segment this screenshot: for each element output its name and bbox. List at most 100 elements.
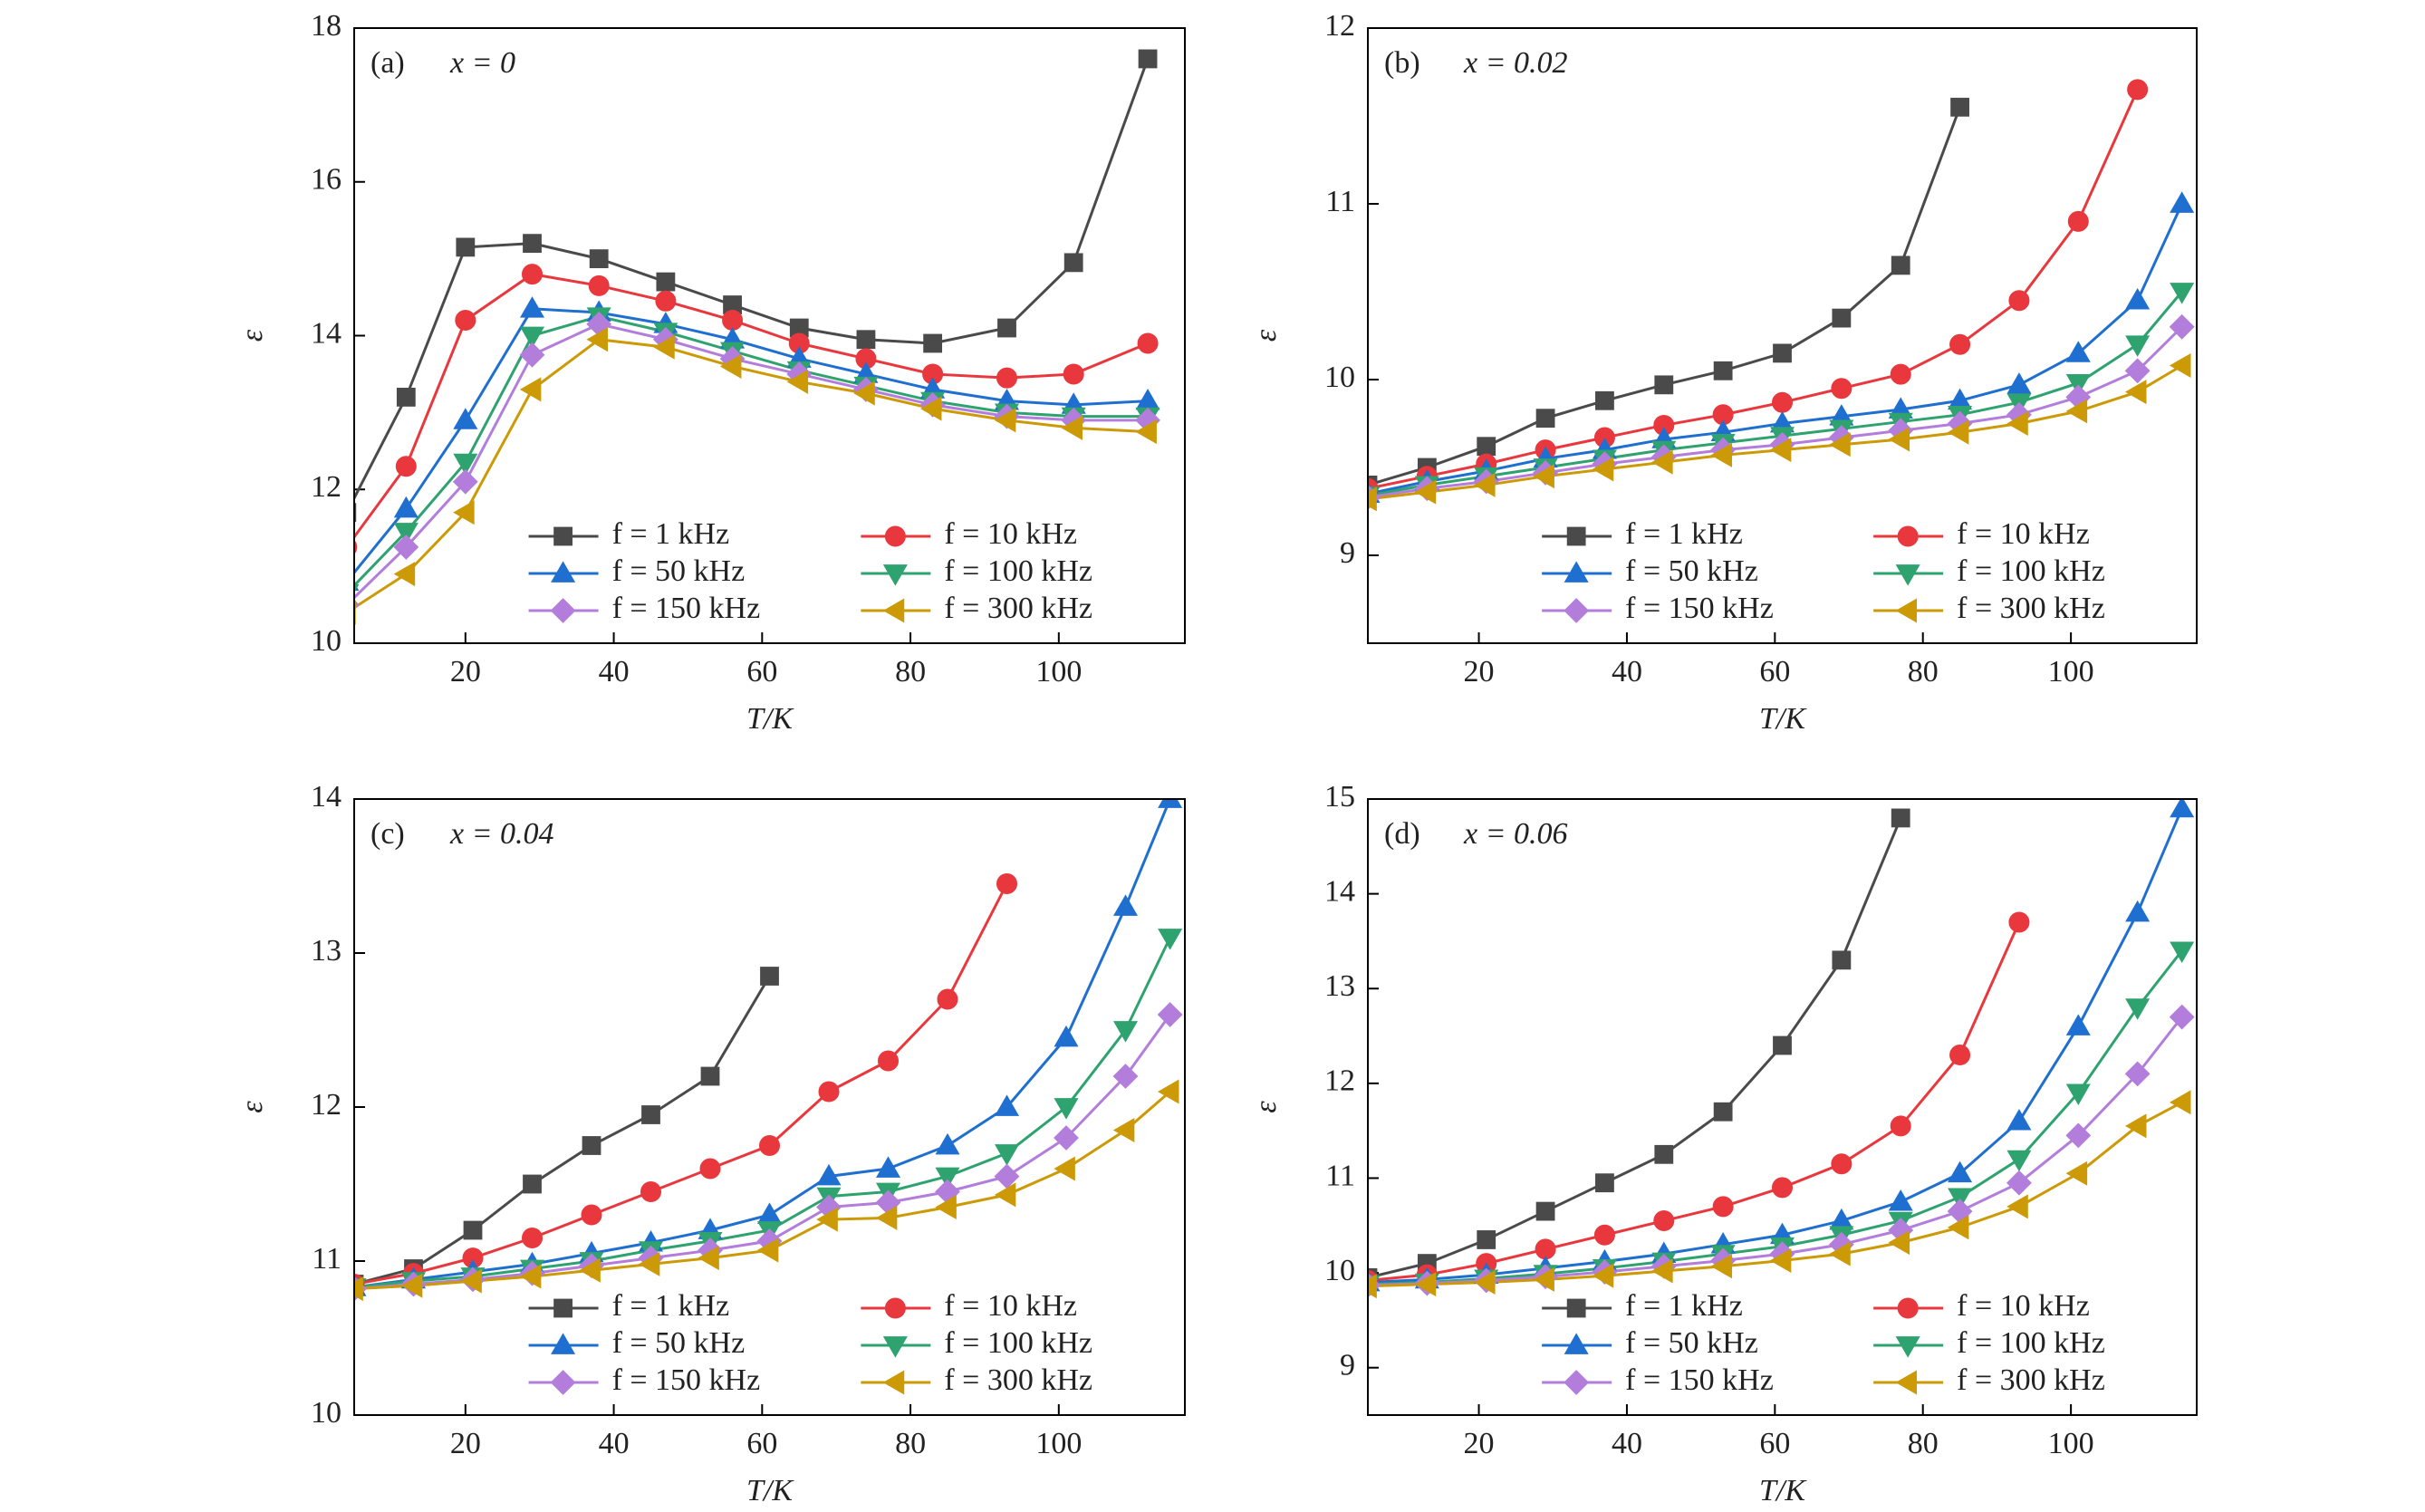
marker	[698, 1246, 719, 1271]
marker	[1112, 894, 1139, 916]
marker	[760, 967, 779, 986]
marker	[1772, 1177, 1793, 1199]
series-line	[1368, 921, 2021, 1282]
marker	[393, 534, 419, 560]
marker	[2124, 1113, 2147, 1139]
marker	[2125, 288, 2151, 310]
marker	[588, 274, 610, 296]
plot-frame	[1367, 798, 2198, 1416]
legend-label: f = 150 kHz	[612, 1363, 761, 1397]
plot-area	[354, 799, 1183, 1302]
marker	[2125, 998, 2151, 1020]
marker	[1651, 1258, 1673, 1284]
marker	[656, 272, 676, 292]
x-tick-label: 100	[2048, 655, 2094, 689]
marker	[994, 1094, 1020, 1116]
marker	[519, 1264, 542, 1289]
panel-label: (c)	[370, 817, 405, 851]
marker	[759, 1135, 780, 1156]
x-axis-label: T/K	[746, 702, 794, 736]
marker	[523, 234, 542, 254]
marker	[2127, 79, 2149, 101]
legend-label: f = 10 kHz	[1957, 517, 2090, 551]
marker	[1829, 432, 1851, 457]
marker	[2065, 1083, 2091, 1105]
marker	[550, 598, 576, 623]
marker	[2170, 352, 2191, 378]
y-tick-label: 10	[1324, 361, 1355, 394]
marker	[919, 396, 942, 421]
marker	[2065, 1014, 2091, 1035]
marker	[1948, 1188, 1973, 1210]
marker	[1564, 1370, 1590, 1395]
marker	[1054, 1125, 1079, 1151]
marker	[460, 1268, 482, 1294]
y-tick-label: 12	[1324, 1064, 1355, 1098]
marker	[393, 562, 416, 587]
marker	[522, 1228, 543, 1248]
marker	[641, 1105, 660, 1124]
marker	[2067, 210, 2089, 232]
marker	[935, 1132, 960, 1155]
legend: f = 1 kHz f = 10 kHz f = 50 kHz f = 100 kHz…	[1542, 1289, 2105, 1397]
x-tick-label: 20	[450, 655, 481, 689]
marker	[878, 1050, 899, 1072]
marker	[2065, 399, 2088, 424]
marker	[1891, 808, 1910, 828]
legend-label: f = 300 kHz	[1957, 592, 2105, 625]
marker	[756, 1238, 779, 1263]
x-tick-label: 20	[1464, 655, 1495, 689]
series-line	[354, 975, 771, 1286]
annotation: x = 0.06	[1463, 817, 1568, 851]
marker	[1158, 929, 1183, 950]
marker	[1950, 97, 1969, 117]
y-tick-label: 18	[311, 9, 342, 43]
marker	[1477, 1230, 1496, 1249]
legend: f = 1 kHz f = 10 kHz f = 50 kHz f = 100 kHz…	[528, 1289, 1092, 1397]
marker	[1829, 1241, 1851, 1266]
annotation: x = 0	[449, 46, 515, 80]
marker	[1566, 1298, 1586, 1318]
marker	[2006, 1170, 2032, 1196]
marker	[550, 1370, 576, 1395]
annotation: x = 0.02	[1463, 46, 1568, 80]
marker	[354, 503, 357, 523]
marker	[551, 561, 576, 583]
marker	[2006, 1109, 2032, 1131]
marker	[994, 408, 1016, 433]
marker	[586, 327, 609, 352]
legend-label: f = 300 kHz	[944, 1363, 1092, 1397]
y-tick-label: 11	[312, 1242, 342, 1276]
marker	[1897, 1297, 1919, 1319]
y-axis-label: ε	[236, 1101, 269, 1113]
x-tick-label: 40	[1612, 655, 1642, 689]
marker	[1054, 1156, 1075, 1181]
marker	[816, 1207, 838, 1232]
marker	[1710, 442, 1732, 467]
panel: 10 12 14 16 18 20 40 60 80 100 T/K ε (a) x = 0 f = 1 k…	[236, 9, 1186, 736]
marker	[2170, 1090, 2191, 1115]
marker	[2124, 380, 2147, 405]
series-line	[354, 58, 1150, 502]
marker	[1135, 388, 1160, 410]
marker	[1888, 427, 1910, 452]
marker	[453, 500, 475, 525]
marker	[1137, 332, 1159, 354]
y-tick-label: 12	[1324, 9, 1355, 43]
marker	[553, 1298, 573, 1318]
marker	[2170, 799, 2195, 818]
y-tick-label: 10	[1324, 1254, 1355, 1287]
legend-label: f = 10 kHz	[944, 517, 1077, 551]
marker	[400, 1273, 423, 1298]
marker	[2170, 191, 2195, 213]
marker	[997, 318, 1016, 338]
marker	[1890, 1115, 1911, 1137]
marker	[923, 333, 943, 353]
marker	[2065, 1160, 2088, 1186]
marker	[1054, 1098, 1079, 1120]
marker	[519, 342, 545, 368]
marker	[456, 237, 476, 257]
marker	[2125, 335, 2151, 357]
marker	[393, 496, 419, 518]
marker	[2170, 283, 2195, 304]
